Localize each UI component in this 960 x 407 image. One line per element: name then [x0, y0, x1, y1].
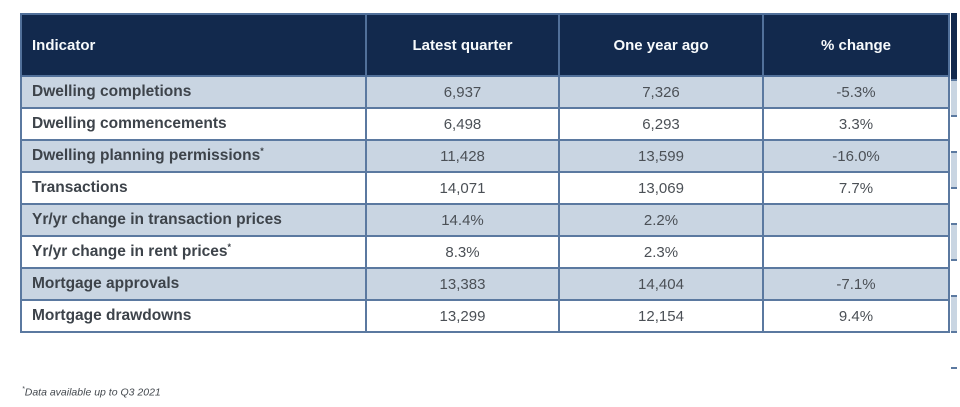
header-latest-quarter: Latest quarter	[365, 13, 560, 77]
indicator-label: Mortgage drawdowns	[32, 307, 192, 324]
latest-quarter-cell: 6,498	[365, 107, 560, 141]
table-row: Dwelling completions 6,937 7,326 -5.3%	[20, 75, 950, 109]
footnote-marker: *	[260, 145, 264, 156]
table-row: Mortgage approvals 13,383 14,404 -7.1%	[20, 267, 950, 301]
one-year-ago-cell: 2.2%	[558, 203, 764, 237]
indicator-label: Transactions	[32, 179, 128, 196]
header-indicator: Indicator	[20, 13, 367, 77]
latest-quarter-cell: 13,383	[365, 267, 560, 301]
indicators-table-container: Indicator Latest quarter One year ago % …	[20, 13, 950, 333]
indicator-label: Dwelling planning permissions	[32, 147, 261, 164]
edge-strip-row-segment	[951, 79, 957, 115]
percent-change-cell: -7.1%	[762, 267, 950, 301]
edge-strip-row-segment	[951, 295, 957, 331]
indicator-cell: Mortgage approvals	[20, 267, 367, 301]
indicator-label: Yr/yr change in rent prices	[32, 243, 228, 260]
one-year-ago-cell: 14,404	[558, 267, 764, 301]
latest-quarter-cell: 11,428	[365, 139, 560, 173]
indicator-cell: Mortgage drawdowns	[20, 299, 367, 333]
one-year-ago-cell: 12,154	[558, 299, 764, 333]
edge-strip-header-segment	[951, 13, 957, 79]
edge-strip-bottom-border	[951, 367, 957, 369]
edge-strip-row-segment	[951, 223, 957, 259]
indicator-cell: Dwelling completions	[20, 75, 367, 109]
table-row: Mortgage drawdowns 13,299 12,154 9.4%	[20, 299, 950, 333]
table-row: Dwelling planning permissions* 11,428 13…	[20, 139, 950, 173]
indicator-cell: Yr/yr change in transaction prices	[20, 203, 367, 237]
table-row: Yr/yr change in rent prices* 8.3% 2.3%	[20, 235, 950, 269]
footnote-marker: *	[227, 241, 232, 252]
edge-strip-row-segment	[951, 259, 957, 295]
indicator-cell: Dwelling commencements	[20, 107, 367, 141]
indicator-label: Yr/yr change in transaction prices	[32, 211, 282, 228]
one-year-ago-cell: 2.3%	[558, 235, 764, 269]
indicator-cell: Yr/yr change in rent prices*	[20, 235, 367, 269]
edge-strip-row-segment	[951, 151, 957, 187]
one-year-ago-cell: 13,599	[558, 139, 764, 173]
one-year-ago-cell: 7,326	[558, 75, 764, 109]
latest-quarter-cell: 14.4%	[365, 203, 560, 237]
latest-quarter-cell: 14,071	[365, 171, 560, 205]
one-year-ago-cell: 6,293	[558, 107, 764, 141]
percent-change-cell: 9.4%	[762, 299, 950, 333]
adjacent-table-edge-artifact	[951, 13, 957, 369]
percent-change-cell	[762, 235, 950, 269]
percent-change-cell: -16.0%	[762, 139, 950, 173]
indicator-label: Dwelling completions	[32, 83, 192, 100]
indicator-label: Dwelling commencements	[32, 115, 227, 132]
latest-quarter-cell: 13,299	[365, 299, 560, 333]
footnote-marker: *	[22, 386, 25, 393]
latest-quarter-cell: 8.3%	[365, 235, 560, 269]
table-row: Yr/yr change in transaction prices 14.4%…	[20, 203, 950, 237]
edge-strip-row-segment	[951, 187, 957, 223]
edge-strip-row-segment	[951, 331, 957, 367]
indicator-label: Mortgage approvals	[32, 275, 180, 292]
edge-strip-row-segment	[951, 115, 957, 151]
table-footnote: *Data available up to Q3 2021	[22, 386, 161, 399]
percent-change-cell: 3.3%	[762, 107, 950, 141]
footnote-text: Data available up to Q3 2021	[24, 386, 161, 399]
table-header-row: Indicator Latest quarter One year ago % …	[20, 13, 950, 77]
indicators-table: Indicator Latest quarter One year ago % …	[20, 13, 950, 333]
one-year-ago-cell: 13,069	[558, 171, 764, 205]
table-row: Transactions 14,071 13,069 7.7%	[20, 171, 950, 205]
indicator-cell: Transactions	[20, 171, 367, 205]
percent-change-cell	[762, 203, 950, 237]
percent-change-cell: 7.7%	[762, 171, 950, 205]
header-percent-change: % change	[762, 13, 950, 77]
indicator-cell: Dwelling planning permissions*	[20, 139, 367, 173]
latest-quarter-cell: 6,937	[365, 75, 560, 109]
table-row: Dwelling commencements 6,498 6,293 3.3%	[20, 107, 950, 141]
header-one-year-ago: One year ago	[558, 13, 764, 77]
percent-change-cell: -5.3%	[762, 75, 950, 109]
